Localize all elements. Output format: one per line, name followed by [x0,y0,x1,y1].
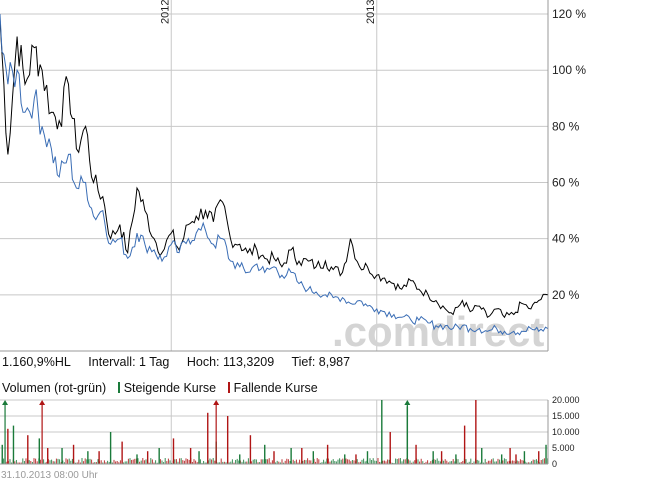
high-value: Hoch: 113,3209 [186,355,275,369]
interval-label: Intervall: 1 Tag [88,355,170,369]
y-tick-label: 40 % [552,232,580,246]
rising-label: Steigende Kurse [123,381,217,395]
volume-peak-arrow [213,400,220,405]
chart-info-bar: 1.160,9%HL Intervall: 1 Tag Hoch: 113,32… [2,355,364,369]
volume-legend: Volumen (rot-grün) Steigende Kurse Falle… [2,381,318,395]
vol-y-tick-label: 0 [552,459,557,468]
volume-title: Volumen (rot-grün) [2,381,107,395]
vol-y-tick-label: 5.000 [552,443,575,453]
change-value: 1.160,9%HL [2,355,71,369]
low-value: Tief: 8,987 [291,355,351,369]
vol-y-tick-label: 10.000 [552,427,580,437]
y-tick-label: 60 % [552,176,580,190]
y-tick-label: 120 % [552,7,586,21]
y-tick-label: 80 % [552,119,580,133]
volume-chart: 0 5.000 10.000 15.000 20.000 [0,396,580,468]
timestamp: 31.10.2013 08:00 Uhr [1,470,98,481]
price-line [0,19,548,319]
vol-y-tick-label: 20.000 [552,396,580,405]
volume-peak-arrow [404,400,411,405]
volume-peak-arrow [2,400,9,405]
watermark-logo: .comdirect [332,308,544,352]
rising-swatch [117,382,120,393]
compare-line [0,13,548,336]
x-tick-label: 2012 [159,0,171,24]
vol-y-tick-label: 15.000 [552,411,580,421]
falling-swatch [227,382,230,393]
y-tick-label: 20 % [552,288,580,302]
falling-label: Fallende Kurse [233,381,318,395]
x-tick-label: 2013 [365,0,377,24]
volume-peak-arrow [39,400,46,405]
y-tick-label: 100 % [552,63,586,77]
price-chart: 20 % 40 % 60 % 80 % 100 % 120 % 2012 2013 .comdi… [0,0,586,352]
